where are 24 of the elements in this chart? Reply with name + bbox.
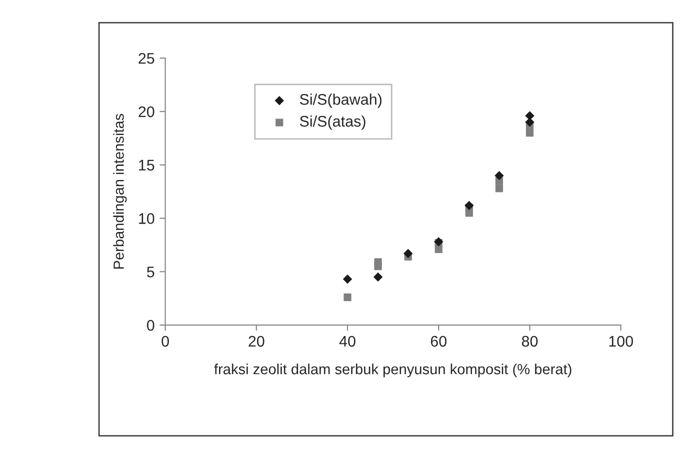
y-axis-title: Perbandingan intensitas xyxy=(113,114,127,269)
point xyxy=(373,272,383,282)
y-tick-label: 15 xyxy=(139,160,154,171)
point xyxy=(495,184,504,192)
point xyxy=(342,274,352,284)
y-tick-label: 25 xyxy=(138,52,154,64)
x-tick-label: 0 xyxy=(162,336,169,347)
x-axis-title: fraksi zeolit dalam serbuk penyusun komposit (% berat) xyxy=(214,364,572,378)
y-tick-label: 5 xyxy=(146,266,154,278)
point xyxy=(344,294,352,302)
point xyxy=(403,248,413,258)
x-tick-label: 100 xyxy=(609,336,633,347)
point xyxy=(494,170,504,180)
legend-label: Si/S(bawah) xyxy=(300,94,382,108)
x-tick-label: 40 xyxy=(339,336,356,347)
point xyxy=(464,200,474,210)
x-tick-label: 80 xyxy=(522,336,538,347)
x-tick-label: 60 xyxy=(430,336,447,347)
x-tick-label: 20 xyxy=(248,336,264,347)
y-tick-label: 10 xyxy=(139,213,154,224)
y-tick-label: 20 xyxy=(138,106,154,118)
point xyxy=(374,258,382,266)
y-tick-label: 0 xyxy=(146,320,154,331)
legend-label: Si/S(atas) xyxy=(300,115,366,130)
